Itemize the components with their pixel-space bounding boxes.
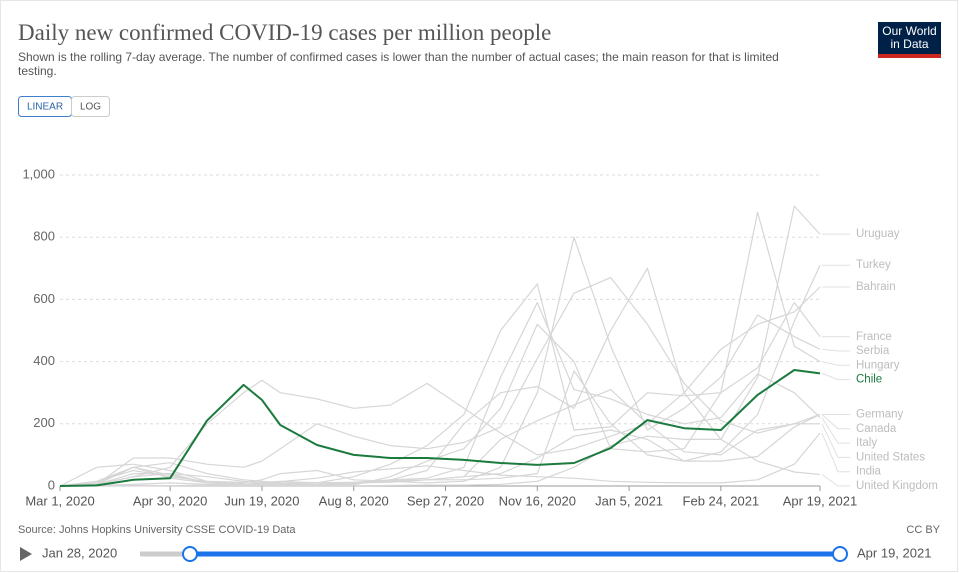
source: Source: Johns Hopkins University CSSE CO… bbox=[18, 524, 296, 536]
title: Daily new confirmed COVID-19 cases per m… bbox=[18, 20, 552, 45]
label-connector bbox=[821, 423, 850, 458]
legend-label: Canada bbox=[856, 423, 897, 435]
x-tick-label: Apr 30, 2020 bbox=[133, 493, 207, 508]
x-tick-label: Sep 27, 2020 bbox=[407, 493, 484, 508]
series-line bbox=[59, 277, 820, 487]
button-label[interactable]: LINEAR bbox=[27, 102, 63, 113]
y-tick-label: 200 bbox=[33, 415, 55, 430]
x-tick-label: Jun 19, 2020 bbox=[224, 493, 299, 508]
timeline-end: Apr 19, 2021 bbox=[857, 545, 931, 560]
legend-label: Bahrain bbox=[856, 281, 896, 293]
series-line bbox=[59, 236, 821, 487]
label-connector bbox=[821, 414, 850, 430]
legend-label: Chile bbox=[856, 374, 882, 386]
x-tick-label: Mar 1, 2020 bbox=[25, 493, 94, 508]
subtitle: Shown is the rolling 7-day average. The … bbox=[18, 50, 779, 78]
x-tick-label: Apr 19, 2021 bbox=[783, 493, 857, 508]
logo-bar bbox=[878, 54, 941, 58]
y-tick-label: 400 bbox=[33, 353, 55, 368]
label-connector bbox=[821, 417, 850, 444]
y-tick-label: 600 bbox=[33, 291, 55, 306]
button-label[interactable]: LOG bbox=[80, 102, 101, 113]
series-line bbox=[59, 264, 821, 487]
timeline-handle[interactable] bbox=[182, 546, 198, 562]
legend-label: Italy bbox=[856, 437, 877, 449]
legend-label: India bbox=[856, 466, 882, 478]
y-tick-label: 800 bbox=[33, 229, 55, 244]
legend-label: United Kingdom bbox=[856, 480, 938, 492]
series-line bbox=[59, 413, 821, 487]
logo-box[interactable] bbox=[878, 22, 941, 58]
series-line bbox=[59, 267, 821, 487]
legend-label: Hungary bbox=[856, 359, 900, 371]
label-connector bbox=[821, 474, 850, 487]
label-connector bbox=[821, 432, 850, 473]
series-line bbox=[59, 301, 821, 487]
series-line bbox=[60, 432, 821, 487]
legend-label: Germany bbox=[856, 409, 904, 421]
license[interactable]: CC BY bbox=[906, 524, 940, 536]
series-line bbox=[59, 369, 821, 487]
y-tick-label: 0 bbox=[48, 477, 55, 492]
label-connector bbox=[821, 348, 850, 352]
plot: 0 200 400 600 800 1,000 Mar 1, 2020 Apr 30, 202… bbox=[22, 166, 937, 508]
x-tick-label: Jan 5, 2021 bbox=[595, 493, 663, 508]
legend-label: Uruguay bbox=[856, 228, 900, 240]
x-tick-label: Nov 16, 2020 bbox=[499, 493, 576, 508]
logo-text: in Data bbox=[890, 37, 928, 51]
legend-label: France bbox=[856, 331, 892, 343]
log-button[interactable] bbox=[71, 96, 110, 117]
legend-label: Turkey bbox=[856, 259, 891, 271]
x-tick-label: Feb 24, 2021 bbox=[683, 493, 760, 508]
timeline-start: Jan 28, 2020 bbox=[42, 545, 117, 560]
series-line bbox=[59, 205, 821, 487]
play-button[interactable] bbox=[20, 547, 32, 561]
label-connector bbox=[821, 361, 850, 366]
x-tick-label: Aug 8, 2020 bbox=[319, 493, 389, 508]
logo-text: Our World bbox=[882, 24, 936, 38]
legend-label: United States bbox=[856, 451, 925, 463]
series-line bbox=[59, 211, 821, 487]
legend-label: Serbia bbox=[856, 345, 890, 357]
timeline-handle[interactable] bbox=[832, 546, 848, 562]
y-tick-label: 1,000 bbox=[22, 166, 55, 181]
label-connector bbox=[821, 372, 850, 381]
